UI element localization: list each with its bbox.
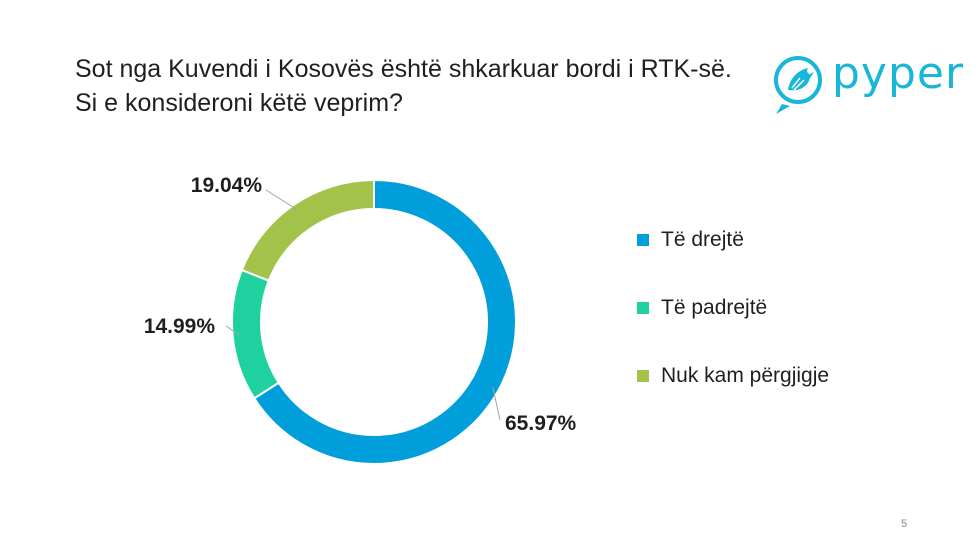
legend-label: Të padrejtë <box>661 296 768 319</box>
slice-te-drejte <box>252 178 517 465</box>
chart-title: Sot nga Kuvendi i Kosovës është shkarkua… <box>75 52 732 120</box>
title-line-1: Sot nga Kuvendi i Kosovës është shkarkua… <box>75 55 732 83</box>
page-number: 5 <box>901 518 908 530</box>
leader-line-nuk-kam-pergjigje <box>265 189 298 211</box>
pyper-logo: pyper <box>770 44 963 116</box>
slice-nuk-kam-pergjigje <box>240 178 375 282</box>
legend-item-nuk-kam-pergjigje: Nuk kam përgjigje <box>637 362 829 390</box>
legend-item-te-drejte: Të drejtë <box>637 226 829 254</box>
leader-line-te-drejte <box>492 387 501 421</box>
data-label-nuk-kam-pergjigje: 19.04% <box>191 174 263 197</box>
leader-line-te-padrejte <box>225 325 240 336</box>
data-label-te-padrejte: 14.99% <box>144 315 216 338</box>
title-line-2: Si e konsideroni këtë veprim? <box>75 89 403 117</box>
legend-swatch <box>637 234 649 246</box>
slice-te-padrejte <box>231 268 281 400</box>
legend-item-te-padrejte: Të padrejtë <box>637 294 829 322</box>
data-label-te-drejte: 65.97% <box>505 412 577 435</box>
legend-swatch <box>637 302 649 314</box>
bird-icon <box>774 56 822 114</box>
legend-label: Nuk kam përgjigje <box>661 364 830 387</box>
legend-swatch <box>637 370 649 382</box>
chart-legend: Të drejtë Të padrejtë Nuk kam përgjigje <box>637 226 829 430</box>
legend-label: Të drejtë <box>661 228 744 251</box>
logo-text: pyper <box>832 48 965 99</box>
